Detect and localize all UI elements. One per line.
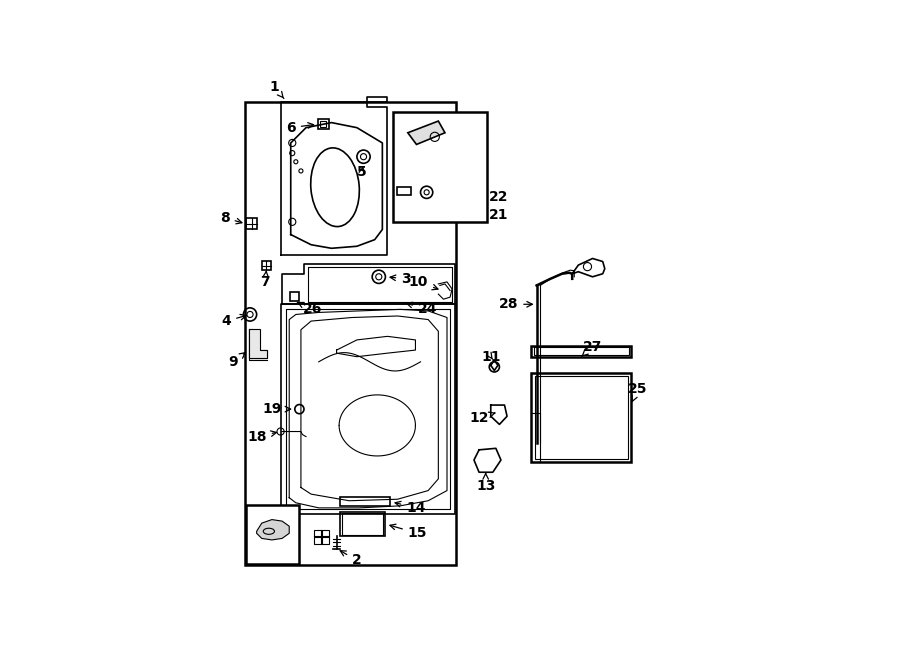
Text: 9: 9 [229,353,245,369]
Bar [532,346,631,357]
Bar [340,512,385,536]
Text: 22: 22 [437,190,508,204]
Text: 14: 14 [395,501,426,515]
Bar [246,218,257,229]
Text: 3: 3 [390,272,410,286]
Text: 5: 5 [357,165,367,179]
Text: 4: 4 [221,314,246,328]
Text: 25: 25 [628,382,648,401]
Text: 26: 26 [297,302,322,317]
Bar [318,119,328,129]
Bar [342,514,383,535]
Bar [320,536,328,543]
Bar [262,261,271,270]
Bar [340,496,390,506]
Bar [290,292,299,301]
Bar [534,347,629,355]
Bar [536,376,627,459]
Text: 6: 6 [286,121,313,135]
Bar [313,529,322,537]
Text: 1: 1 [270,80,284,98]
Polygon shape [248,329,266,358]
Bar [392,112,487,222]
Text: 18: 18 [248,430,276,444]
Text: 7: 7 [260,272,270,289]
Text: 24: 24 [407,302,437,317]
Text: 23: 23 [441,137,477,177]
Text: 10: 10 [409,275,438,290]
Polygon shape [408,121,445,145]
Text: 12: 12 [470,410,495,425]
Bar [245,102,456,565]
Text: 15: 15 [390,524,428,540]
Text: 21: 21 [490,208,508,221]
Text: 27: 27 [581,340,602,356]
Text: 20: 20 [416,187,472,201]
Bar [532,373,631,462]
Polygon shape [256,520,289,540]
Text: 16: 16 [250,548,269,562]
Text: 28: 28 [499,297,533,311]
Bar [397,187,411,195]
Bar [246,505,300,564]
Ellipse shape [264,528,274,534]
Text: 13: 13 [476,473,495,493]
Text: 17: 17 [253,539,271,557]
Text: 19: 19 [263,402,291,416]
Bar [320,121,327,127]
Text: 2: 2 [340,551,362,567]
Bar [320,529,328,537]
Text: 11: 11 [481,350,500,364]
Text: 8: 8 [220,211,242,225]
Bar [313,536,322,543]
